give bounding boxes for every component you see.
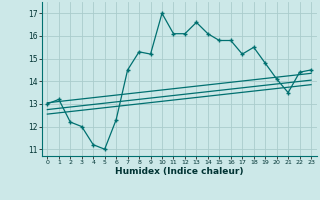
X-axis label: Humidex (Indice chaleur): Humidex (Indice chaleur) bbox=[115, 167, 244, 176]
